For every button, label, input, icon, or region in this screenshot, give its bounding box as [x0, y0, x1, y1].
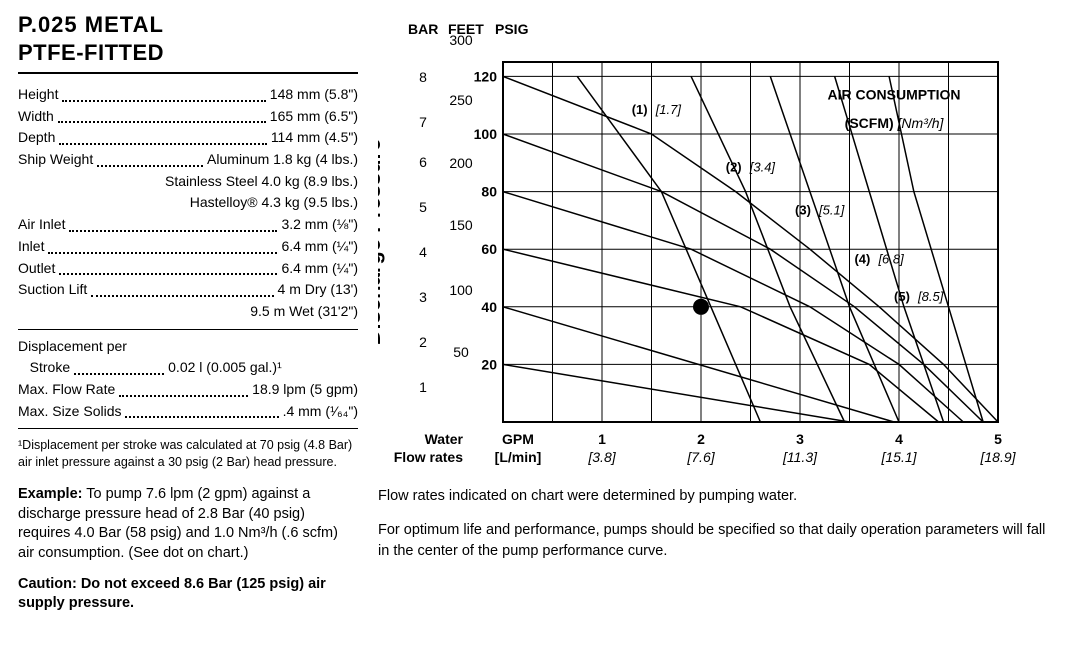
chart-note-2: For optimum life and performance, pumps …	[378, 520, 1058, 561]
spec-ship-weight: Ship WeightAluminum 1.8 kg (4 lbs.)	[18, 149, 358, 171]
spec-width: Width165 mm (6.5")	[18, 106, 358, 128]
svg-text:100: 100	[449, 282, 473, 298]
svg-text:[5.1]: [5.1]	[818, 203, 845, 218]
svg-text:200: 200	[449, 155, 473, 171]
caution-text: Caution: Do not exceed 8.6 Bar (125 psig…	[18, 575, 358, 613]
svg-text:[18.9]: [18.9]	[979, 449, 1016, 465]
svg-text:Discharge Pressure: Discharge Pressure	[378, 139, 385, 346]
spec-suction-lift: Suction Lift 4 m Dry (13')	[18, 279, 358, 301]
svg-text:1: 1	[419, 379, 427, 395]
svg-text:5: 5	[419, 199, 427, 215]
svg-text:BAR: BAR	[408, 21, 438, 37]
svg-text:4: 4	[419, 244, 427, 260]
footnote: ¹Displacement per stroke was calculated …	[18, 437, 358, 471]
svg-text:AIR CONSUMPTION: AIR CONSUMPTION	[828, 86, 961, 102]
svg-text:80: 80	[481, 184, 497, 200]
svg-text:300: 300	[449, 32, 473, 48]
spec-max-flow: Max. Flow Rate 18.9 lpm (5 gpm)	[18, 379, 358, 401]
spec-air-inlet: Air Inlet3.2 mm (⅛")	[18, 214, 358, 236]
svg-text:[15.1]: [15.1]	[880, 449, 917, 465]
product-code: P.025 METAL	[18, 12, 358, 38]
svg-text:5: 5	[994, 431, 1002, 447]
spec-height: Height148 mm (5.8")	[18, 84, 358, 106]
svg-text:250: 250	[449, 92, 473, 108]
svg-text:120: 120	[474, 68, 498, 84]
svg-text:GPM: GPM	[502, 431, 534, 447]
svg-text:[7.6]: [7.6]	[686, 449, 715, 465]
svg-text:60: 60	[481, 241, 497, 257]
svg-text:[1.7]: [1.7]	[655, 102, 682, 117]
spec-ship-weight-2: Stainless Steel 4.0 kg (8.9 lbs.)	[18, 171, 358, 193]
svg-text:[6.8]: [6.8]	[877, 252, 904, 267]
svg-text:[8.5]: [8.5]	[917, 289, 944, 304]
spec-suction-lift-2: 9.5 m Wet (31'2")	[18, 301, 358, 323]
svg-text:(3): (3)	[795, 203, 811, 218]
svg-text:50: 50	[453, 344, 469, 360]
svg-text:(2): (2)	[726, 159, 742, 174]
svg-text:1: 1	[598, 431, 606, 447]
spec-panel: P.025 METAL PTFE-FITTED Height148 mm (5.…	[18, 12, 358, 613]
svg-text:(1): (1)	[632, 102, 648, 117]
spec-depth: Depth114 mm (4.5")	[18, 127, 358, 149]
svg-text:4: 4	[895, 431, 903, 447]
svg-text:[3.4]: [3.4]	[749, 159, 776, 174]
svg-text:8: 8	[419, 69, 427, 85]
svg-text:[3.8]: [3.8]	[587, 449, 616, 465]
svg-text:[11.3]: [11.3]	[782, 449, 818, 465]
svg-text:40: 40	[481, 299, 497, 315]
product-subtitle: PTFE-FITTED	[18, 40, 358, 74]
svg-text:7: 7	[419, 114, 427, 130]
spec-ship-weight-3: Hastelloy® 4.3 kg (9.5 lbs.)	[18, 192, 358, 214]
svg-text:[L/min]: [L/min]	[495, 449, 542, 465]
spec-max-solids: Max. Size Solids .4 mm (¹⁄₆₄")	[18, 401, 358, 423]
svg-text:PSIG: PSIG	[495, 21, 529, 37]
chart-note-1: Flow rates indicated on chart were deter…	[378, 486, 1058, 506]
svg-text:2: 2	[419, 334, 427, 350]
svg-text:20: 20	[481, 356, 497, 372]
example-text: Example: To pump 7.6 lpm (2 gpm) against…	[18, 485, 358, 563]
svg-text:2: 2	[697, 431, 705, 447]
svg-text:(4): (4)	[854, 252, 870, 267]
svg-text:(SCFM) [Nm³/h]: (SCFM) [Nm³/h]	[845, 115, 945, 131]
svg-text:Water: Water	[425, 431, 464, 447]
spec-outlet: Outlet6.4 mm (¼")	[18, 258, 358, 280]
performance-chart: BARFEETPSIG20406080100120123456785010015…	[378, 12, 1058, 472]
svg-text:3: 3	[796, 431, 804, 447]
svg-text:100: 100	[474, 126, 498, 142]
spec-inlet: Inlet6.4 mm (¼")	[18, 236, 358, 258]
svg-text:3: 3	[419, 289, 427, 305]
spec-displacement: Stroke 0.02 l (0.005 gal.)¹	[18, 357, 358, 379]
svg-text:150: 150	[449, 217, 473, 233]
spec-displacement-label: Displacement per	[18, 336, 358, 358]
svg-text:6: 6	[419, 154, 427, 170]
svg-text:Flow rates: Flow rates	[394, 449, 463, 465]
svg-text:(5): (5)	[894, 289, 910, 304]
